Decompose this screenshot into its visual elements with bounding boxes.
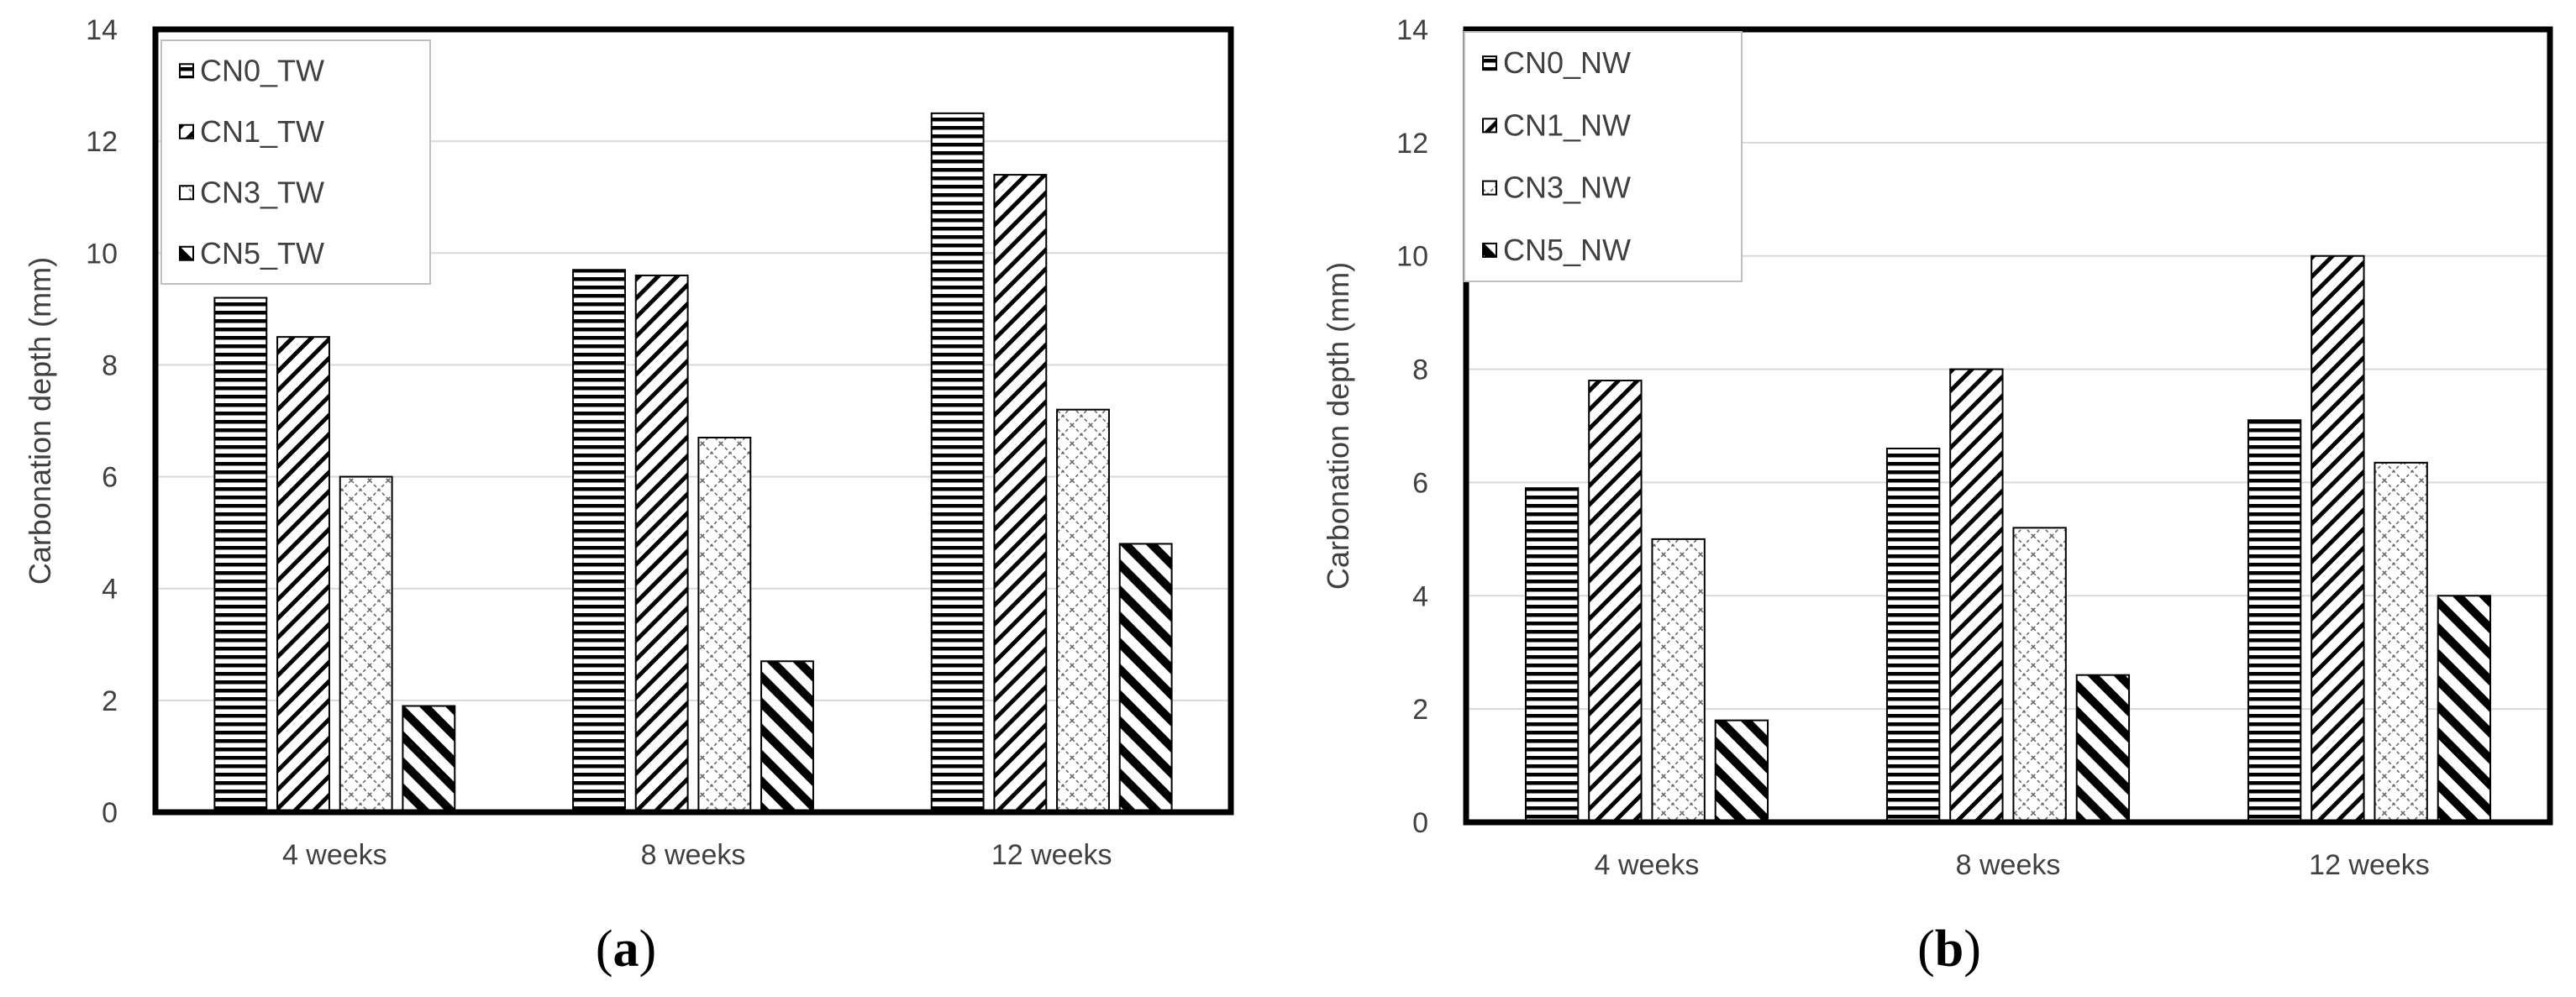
legend-label: CN0_NW [1503, 45, 1631, 80]
x-tick-label: 4 weeks [1595, 849, 1700, 881]
y-axis-label: Carbonation depth (mm) [23, 257, 57, 585]
bar-cn3-nw-8-weeks [2012, 527, 2067, 823]
legend-swatch [179, 185, 194, 201]
legend-label: CN1_NW [1503, 108, 1631, 142]
bar-cn5-tw-12-weeks [1118, 543, 1173, 813]
panel-caption: (a) [596, 921, 656, 978]
bar-cn3-tw-4-weeks [339, 475, 393, 813]
bar-cn1-nw-4-weeks [1588, 380, 1643, 823]
y-axis-label: Carbonation depth (mm) [1321, 262, 1355, 590]
bar-cn0-tw-12-weeks [930, 112, 985, 814]
bar-cn5-nw-4-weeks [1714, 719, 1769, 824]
y-tick-label: 0 [1412, 807, 1428, 839]
legend-swatch [1482, 180, 1497, 196]
x-tick-label: 12 weeks [2309, 849, 2430, 881]
legend-label: CN0_TW [200, 53, 324, 87]
y-tick-label: 0 [102, 797, 118, 829]
bar-cn0-nw-12-weeks [2247, 419, 2302, 823]
bar-cn0-nw-4-weeks [1524, 487, 1580, 824]
bar-cn5-nw-8-weeks [2075, 674, 2131, 824]
bar-cn3-nw-4-weeks [1651, 538, 1706, 823]
y-tick-label: 6 [102, 462, 118, 494]
y-tick-label: 14 [86, 14, 118, 46]
bar-cn0-tw-8-weeks [572, 269, 626, 813]
legend-swatch [179, 245, 194, 261]
bar-cn0-nw-8-weeks [1885, 447, 1941, 823]
y-tick-label: 10 [1396, 241, 1428, 273]
legend-box [1464, 31, 1743, 282]
chart-panel-b: 0 2 4 6 8 10 12 14 4 weeks 8 weeks 12 weeks CN0_NW C… [1321, 14, 2553, 978]
legend-label: CN3_TW [200, 175, 324, 209]
y-tick-label: 4 [102, 574, 118, 606]
y-tick-label: 12 [86, 126, 118, 158]
bar-cn3-nw-12-weeks [2374, 461, 2428, 823]
legend-label: CN3_NW [1503, 171, 1631, 205]
bar-cn5-tw-8-weeks [760, 660, 814, 813]
x-tick-label: 12 weeks [991, 839, 1112, 871]
bar-cn1-nw-12-weeks [2311, 254, 2365, 823]
legend-swatch [179, 63, 194, 79]
bar-cn5-nw-12-weeks [2437, 595, 2492, 823]
x-tick-label: 8 weeks [641, 839, 746, 871]
x-tick-label: 8 weeks [1956, 849, 2061, 881]
bar-cn5-tw-4-weeks [402, 705, 456, 813]
y-tick-label: 8 [102, 349, 118, 381]
bar-cn0-tw-4-weeks [213, 296, 268, 813]
y-tick-label: 12 [1396, 128, 1428, 160]
legend-label: CN5_NW [1503, 233, 1631, 267]
y-tick-label: 10 [86, 238, 118, 270]
legend-swatch [179, 123, 194, 139]
bar-cn1-tw-4-weeks [276, 336, 330, 813]
bar-cn1-nw-8-weeks [1949, 368, 2004, 824]
y-tick-label: 2 [102, 685, 118, 717]
bar-cn3-tw-8-weeks [697, 436, 752, 813]
legend-label: CN5_TW [200, 236, 324, 270]
plot-frame [1463, 26, 2553, 826]
legend-swatch [1482, 55, 1497, 71]
y-tick-label: 14 [1396, 14, 1428, 46]
chart-panel-a: 0 2 4 6 8 10 12 14 4 weeks 8 weeks 12 weeks CN0_TW C… [23, 14, 1234, 978]
legend-swatch [1482, 242, 1497, 258]
legend-label: CN1_TW [200, 114, 324, 149]
y-tick-label: 2 [1412, 694, 1428, 726]
plot-frame [152, 26, 1234, 816]
y-tick-label: 4 [1412, 580, 1428, 612]
legend-swatch [1482, 118, 1497, 134]
legend-box [160, 39, 431, 285]
panel-caption: (b) [1917, 921, 1981, 978]
x-tick-label: 4 weeks [282, 839, 387, 871]
bar-cn1-tw-12-weeks [993, 174, 1048, 814]
bar-cn3-tw-12-weeks [1056, 408, 1110, 813]
y-tick-label: 6 [1412, 467, 1428, 499]
y-tick-label: 8 [1412, 354, 1428, 386]
bar-cn1-tw-8-weeks [634, 274, 689, 813]
